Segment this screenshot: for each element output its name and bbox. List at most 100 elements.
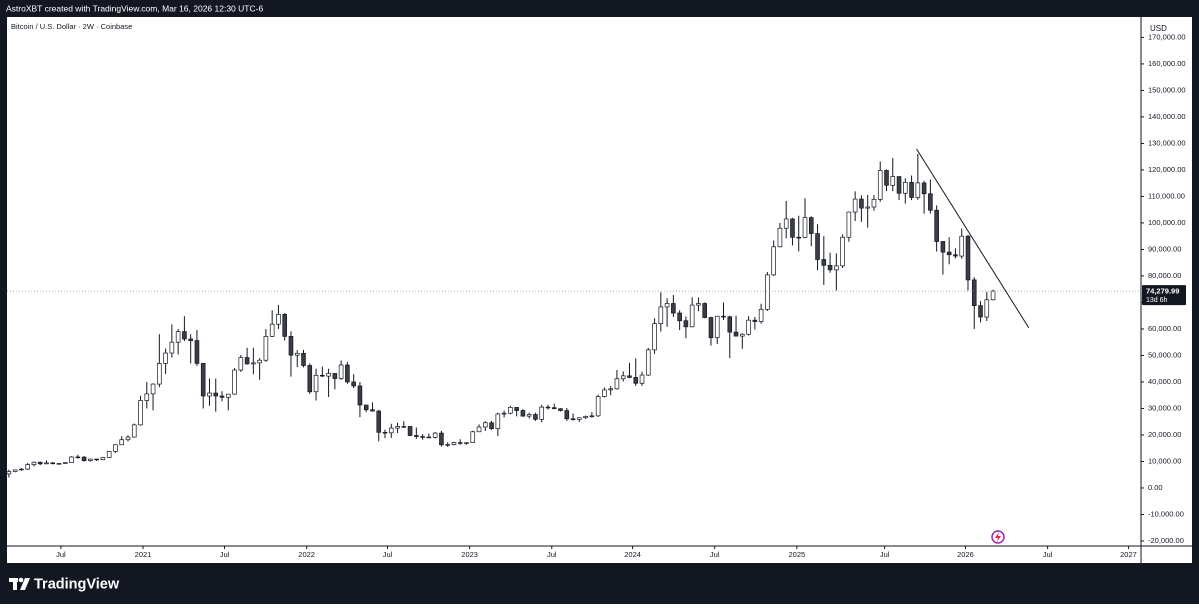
candle-body (464, 442, 469, 444)
candle-body (294, 352, 300, 356)
candle-body (783, 218, 789, 229)
candle-body (370, 409, 375, 412)
candle-body (282, 314, 287, 337)
candle-body (269, 323, 275, 337)
candle-body (207, 392, 212, 397)
y-tick-label: 30,000.00 (1148, 403, 1181, 412)
candle-body (714, 315, 720, 339)
x-tick-label: Jul (220, 550, 230, 559)
last-price-box (1142, 285, 1186, 306)
x-tick-label: 2025 (789, 550, 806, 559)
candle-body (113, 444, 118, 452)
right-border (1192, 17, 1199, 563)
candle-body (313, 374, 319, 393)
symbol-title: Bitcoin / U.S. Dollar · 2W · Coinbase (11, 22, 132, 31)
candle-body (771, 246, 776, 276)
candle-body (363, 404, 369, 411)
plot-area: -20,000.00 -10,000.00 0.00 10,000.00 20,000.… (6, 32, 1186, 559)
candle-body (19, 468, 24, 471)
candle-body (194, 340, 200, 364)
logo-part (20, 578, 30, 590)
y-tick-label: 0.00 (1148, 483, 1163, 492)
candle-body (407, 426, 413, 436)
candle-body (608, 388, 613, 391)
candle-body (470, 431, 476, 443)
candle-body (445, 444, 450, 446)
candle-body (990, 290, 996, 301)
candle-body (671, 303, 676, 314)
candle-body (12, 469, 18, 472)
candle-body (890, 176, 896, 186)
candle-body (583, 416, 588, 419)
candle-body (940, 241, 946, 253)
y-tick-label: 160,000.00 (1148, 59, 1186, 68)
candle-body (928, 193, 933, 211)
candle-body (125, 436, 131, 441)
trendline (916, 148, 1030, 329)
candle-body (301, 352, 306, 366)
candle-body (934, 209, 939, 242)
candle-body (426, 436, 432, 439)
candle-body (946, 251, 952, 256)
candle-body (727, 316, 733, 333)
candle-body (288, 336, 294, 356)
candle-body (627, 375, 632, 378)
candle-body (88, 458, 93, 462)
candle-body (276, 314, 281, 325)
left-border (0, 17, 7, 563)
candle-body (645, 349, 651, 376)
candle-body (865, 206, 870, 209)
candle-body (263, 336, 269, 361)
candle-body (909, 182, 914, 198)
y-tick-label: 90,000.00 (1148, 244, 1181, 253)
candle-body (119, 439, 125, 446)
candle-body (834, 265, 839, 271)
candle-body (345, 364, 350, 383)
candle-body (884, 170, 889, 186)
candle-body (100, 457, 106, 460)
bottom-bar (0, 563, 1199, 604)
candle-body (376, 410, 382, 433)
candle-body (577, 417, 582, 420)
candle-body (6, 471, 12, 475)
candle-body (852, 198, 858, 213)
y-tick-label: -10,000.00 (1148, 509, 1184, 518)
candle-body (846, 211, 852, 238)
candle-body (639, 374, 645, 384)
candle-body (984, 299, 990, 318)
candle-body (808, 217, 814, 234)
candle-body (953, 254, 958, 257)
candle-body (44, 462, 49, 465)
candle-body (614, 378, 620, 390)
x-tick-label: 2027 (1120, 550, 1137, 559)
candle-body (633, 377, 639, 384)
candle-body (589, 415, 595, 418)
candle-body (765, 274, 770, 310)
logo-part (13, 578, 17, 590)
candle-body (257, 359, 262, 364)
candle-body (451, 442, 457, 445)
candle-body (558, 408, 563, 411)
top-bar-text: AstroXBT created with TradingView.com, M… (6, 3, 263, 13)
candle-body (483, 422, 488, 428)
candle-body (959, 235, 965, 257)
candle-body (533, 414, 538, 420)
x-tick-label: 2023 (461, 550, 478, 559)
candle-body (602, 389, 607, 397)
candle-body (251, 362, 256, 365)
brand-name: TradingView (34, 576, 120, 592)
y-tick-label: 60,000.00 (1148, 324, 1181, 333)
candle-body (677, 312, 682, 322)
candle-body (620, 375, 626, 380)
logo-part (18, 577, 24, 583)
candle-body (752, 319, 758, 322)
event-icon-bolt (995, 532, 1001, 542)
candle-body (56, 463, 62, 465)
candle-body (63, 462, 68, 464)
candle-body (169, 341, 175, 354)
candle-body (526, 414, 532, 417)
candle-body (75, 456, 81, 459)
candle-body (489, 422, 494, 429)
candle-body (25, 464, 30, 470)
